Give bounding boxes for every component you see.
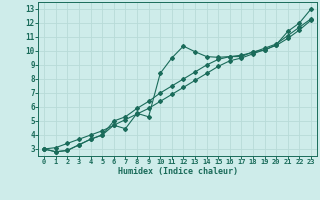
X-axis label: Humidex (Indice chaleur): Humidex (Indice chaleur) (118, 167, 238, 176)
